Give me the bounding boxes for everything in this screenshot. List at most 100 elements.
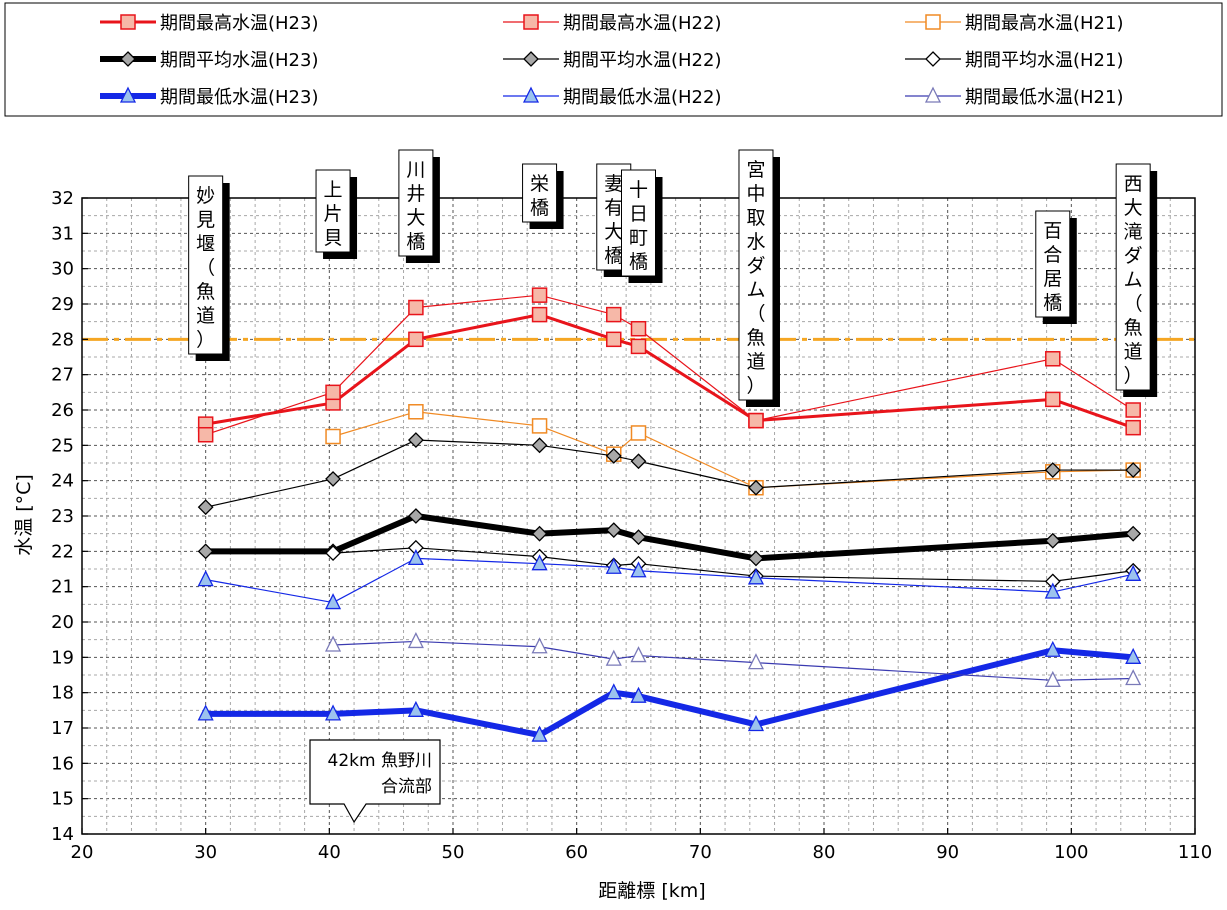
x-tick-label: 70 bbox=[689, 842, 712, 863]
label-char: 道 bbox=[1124, 341, 1143, 363]
data-point bbox=[630, 561, 647, 578]
y-tick-label: 19 bbox=[51, 647, 74, 668]
label-char: 栄 bbox=[530, 173, 549, 195]
data-point bbox=[531, 437, 548, 454]
data-point bbox=[1045, 391, 1061, 408]
data-point bbox=[605, 522, 622, 539]
label-char: ） bbox=[746, 375, 765, 397]
label-char: 大 bbox=[406, 207, 425, 229]
data-point bbox=[747, 715, 765, 732]
data-point bbox=[630, 320, 647, 337]
label-char: 魚 bbox=[1124, 317, 1143, 339]
data-point bbox=[606, 331, 622, 348]
annotation-line1: 42km 魚野川 bbox=[328, 751, 432, 771]
label-char: 居 bbox=[1043, 268, 1062, 290]
legend-marker-icon bbox=[925, 14, 941, 30]
y-tick-label: 32 bbox=[51, 188, 74, 209]
y-tick-label: 20 bbox=[51, 612, 74, 633]
annotation-callout bbox=[309, 739, 441, 824]
data-point bbox=[407, 508, 424, 524]
data-point bbox=[630, 646, 647, 663]
label-char: 上 bbox=[324, 179, 343, 201]
label-char: 貝 bbox=[324, 227, 343, 249]
data-point bbox=[1125, 462, 1142, 478]
axes: 14 15 16 17 18 19 20 21 22 23 24 25 26 27 28 29 30 31 32 20… bbox=[51, 188, 1212, 863]
series-line bbox=[333, 547, 1134, 582]
plot-frame bbox=[81, 197, 1196, 835]
legend-marker-icon bbox=[924, 86, 942, 103]
data-point bbox=[1045, 351, 1061, 367]
data-point bbox=[630, 686, 647, 703]
data-point bbox=[407, 548, 424, 566]
label-char: 大 bbox=[1124, 197, 1143, 219]
label-char: （ bbox=[196, 257, 215, 279]
label-box bbox=[1035, 210, 1071, 318]
label-char: 橋 bbox=[1043, 292, 1062, 314]
y-tick-label: 23 bbox=[51, 506, 74, 527]
data-point bbox=[408, 331, 424, 348]
label-char: 川 bbox=[406, 159, 425, 181]
label-char: 堰 bbox=[196, 233, 215, 255]
data-point bbox=[408, 404, 424, 420]
annotation-line2: 合流部 bbox=[381, 777, 432, 797]
label-char: ム bbox=[1124, 269, 1143, 291]
data-point bbox=[605, 683, 622, 700]
data-point bbox=[630, 453, 647, 470]
data-point bbox=[531, 725, 548, 742]
series-9 bbox=[324, 631, 1142, 687]
legend-label: 期間平均水温(H22) bbox=[563, 50, 721, 71]
x-tick-label: 80 bbox=[813, 842, 836, 863]
legend-marker-icon bbox=[119, 86, 137, 103]
label-char: 片 bbox=[324, 203, 343, 225]
data-point bbox=[630, 425, 647, 441]
data-point bbox=[1044, 462, 1061, 478]
y-tick-label: 28 bbox=[51, 329, 74, 350]
location-label: 妙見堰（魚道） bbox=[188, 175, 230, 361]
legend-label: 期間平均水温(H21) bbox=[965, 50, 1123, 71]
label-char: 町 bbox=[629, 227, 648, 249]
label-box bbox=[738, 149, 774, 401]
label-char: 大 bbox=[604, 221, 623, 243]
label-char: 有 bbox=[604, 197, 623, 219]
y-tick-label: 21 bbox=[51, 577, 74, 598]
data-point bbox=[325, 428, 341, 445]
data-point bbox=[407, 700, 424, 717]
label-char: 十 bbox=[629, 179, 648, 201]
label-char: 橋 bbox=[629, 251, 648, 273]
legend-label: 期間最低水温(H22) bbox=[563, 87, 721, 108]
label-char: 道 bbox=[196, 305, 215, 327]
data-point bbox=[325, 545, 341, 562]
label-char: 合 bbox=[1043, 244, 1062, 266]
y-tick-label: 25 bbox=[51, 435, 74, 456]
data-point bbox=[531, 418, 548, 434]
grid bbox=[81, 197, 1196, 835]
data-point bbox=[748, 550, 764, 567]
series-2 bbox=[197, 287, 1141, 443]
data-point bbox=[325, 384, 341, 401]
data-point bbox=[1044, 640, 1061, 657]
data-point bbox=[407, 432, 424, 448]
series-line bbox=[332, 411, 1134, 489]
label-char: ダ bbox=[1124, 245, 1143, 267]
label-char: （ bbox=[1124, 293, 1143, 315]
series-line bbox=[333, 640, 1134, 681]
y-tick-label: 22 bbox=[51, 541, 74, 562]
data-point bbox=[325, 470, 341, 487]
data-point bbox=[531, 525, 548, 542]
label-char: 橋 bbox=[530, 197, 549, 219]
label-char: 井 bbox=[406, 183, 425, 205]
legend-label: 期間最高水温(H23) bbox=[160, 13, 318, 34]
x-axis-title: 距離標 [km] bbox=[598, 880, 705, 902]
data-point bbox=[630, 529, 647, 546]
legend-label: 期間最低水温(H21) bbox=[965, 87, 1123, 108]
x-tick-label: 110 bbox=[1178, 842, 1212, 863]
x-tick-label: 60 bbox=[565, 842, 588, 863]
y-tick-label: 18 bbox=[51, 683, 74, 704]
label-char: 日 bbox=[629, 203, 648, 225]
label-box bbox=[398, 149, 434, 257]
